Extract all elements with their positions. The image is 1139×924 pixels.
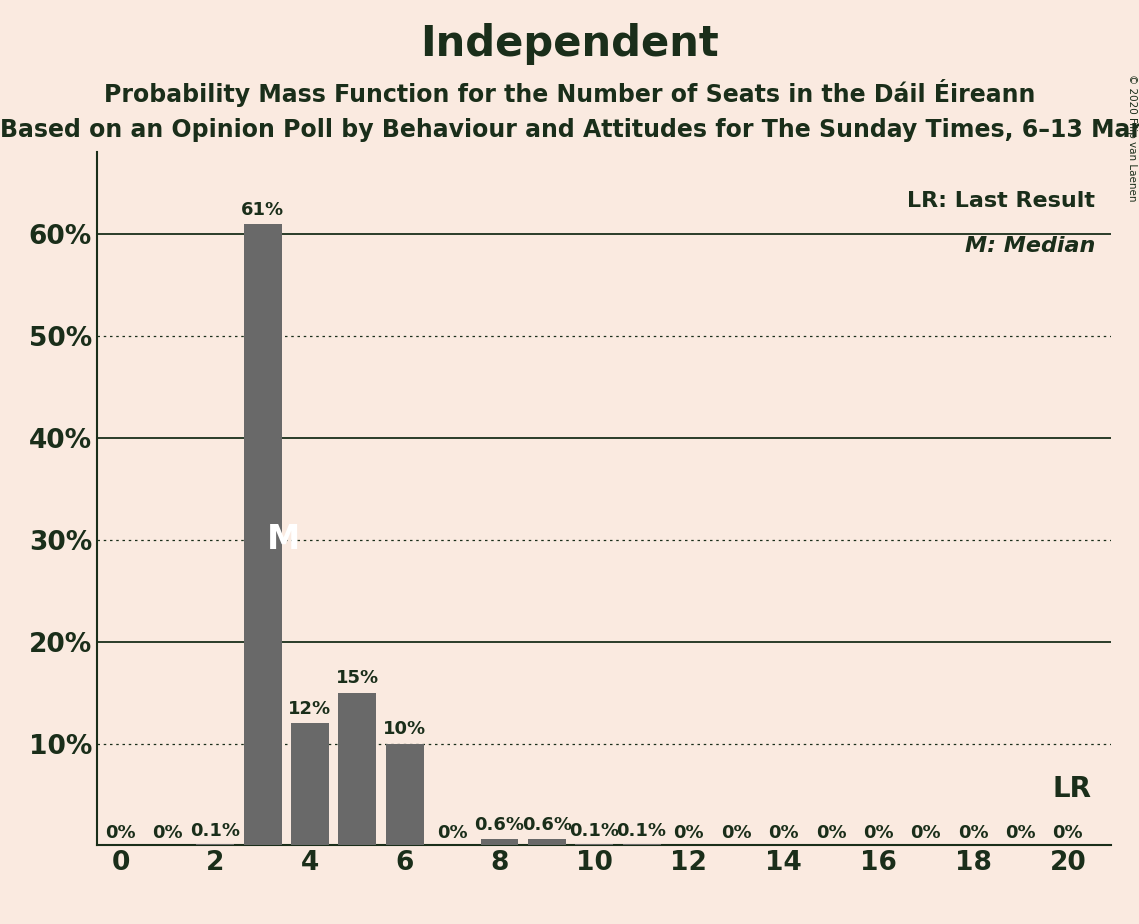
Text: 0%: 0% — [958, 824, 989, 843]
Bar — [244, 224, 281, 845]
Bar — [338, 693, 376, 845]
Text: 0%: 0% — [910, 824, 941, 843]
Text: 0%: 0% — [721, 824, 752, 843]
Text: Independent: Independent — [420, 23, 719, 65]
Text: 0%: 0% — [673, 824, 704, 843]
Text: Probability Mass Function for the Number of Seats in the Dáil Éireann: Probability Mass Function for the Number… — [104, 79, 1035, 106]
Text: Based on an Opinion Poll by Behaviour and Attitudes for The Sunday Times, 6–13 M: Based on an Opinion Poll by Behaviour an… — [0, 118, 1139, 142]
Bar — [527, 839, 566, 845]
Text: 61%: 61% — [241, 201, 284, 219]
Text: 15%: 15% — [336, 670, 379, 687]
Text: M: Median: M: Median — [965, 236, 1096, 256]
Text: 10%: 10% — [383, 721, 426, 738]
Bar — [481, 839, 518, 845]
Text: 0.6%: 0.6% — [475, 816, 524, 834]
Text: 0.1%: 0.1% — [570, 822, 620, 840]
Text: 0%: 0% — [153, 824, 183, 843]
Text: 0%: 0% — [1006, 824, 1035, 843]
Text: 0%: 0% — [436, 824, 467, 843]
Text: © 2020 Filip van Laenen: © 2020 Filip van Laenen — [1126, 74, 1137, 201]
Text: 0%: 0% — [105, 824, 136, 843]
Text: 0%: 0% — [769, 824, 798, 843]
Text: 0.6%: 0.6% — [522, 816, 572, 834]
Bar — [292, 723, 329, 845]
Text: LR: Last Result: LR: Last Result — [908, 190, 1096, 211]
Text: 0%: 0% — [863, 824, 894, 843]
Text: LR: LR — [1052, 775, 1091, 803]
Text: 0%: 0% — [1052, 824, 1083, 843]
Text: 0.1%: 0.1% — [616, 822, 666, 840]
Bar — [386, 744, 424, 845]
Text: 0.1%: 0.1% — [190, 822, 240, 840]
Text: M: M — [267, 523, 300, 556]
Text: 0%: 0% — [816, 824, 846, 843]
Text: 12%: 12% — [288, 700, 331, 718]
